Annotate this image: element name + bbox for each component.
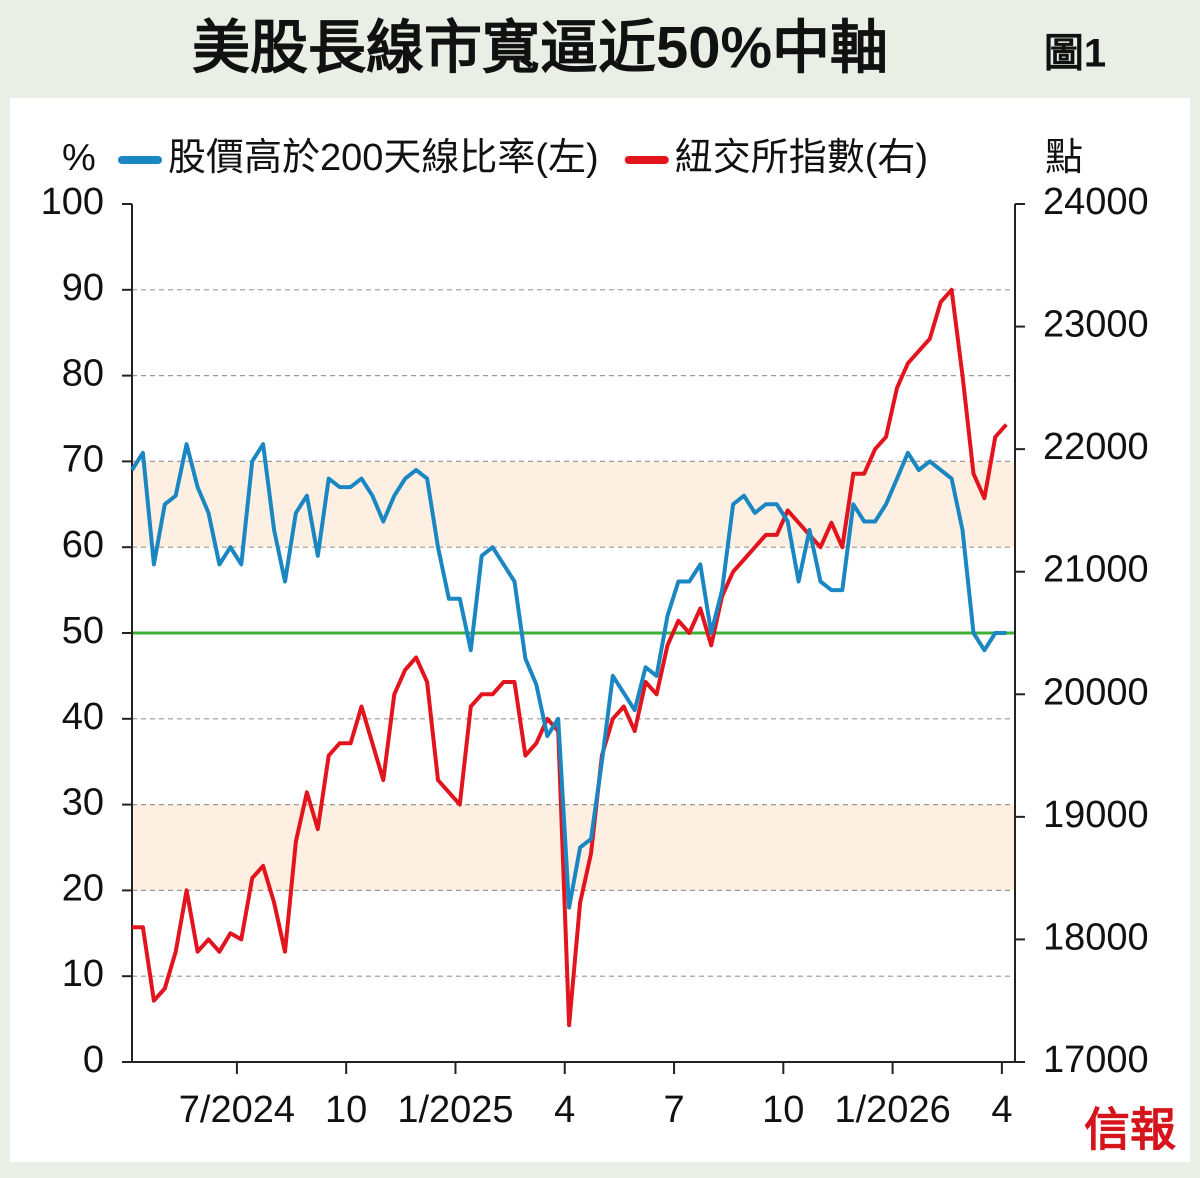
y2-tick-label: 19000 (1043, 794, 1149, 836)
y2-tick-label: 22000 (1043, 426, 1149, 468)
series-line (132, 287, 1008, 1028)
legend-label: 股價高於200天線比率(左) (168, 137, 599, 179)
y-tick-label: 50 (62, 610, 104, 652)
series-line (130, 442, 1007, 910)
x-tick-label: 10 (325, 1089, 367, 1131)
y-tick-label: 100 (41, 181, 104, 223)
y-tick-label: 40 (62, 696, 104, 738)
x-tick-label: 4 (991, 1089, 1012, 1131)
y2-tick-label: 18000 (1043, 916, 1149, 958)
y-tick-label: 60 (62, 524, 104, 566)
y2-tick-label: 21000 (1043, 549, 1149, 591)
y-tick-label: 80 (62, 353, 104, 395)
x-tick-label: 7 (663, 1089, 684, 1131)
y2-tick-label: 17000 (1043, 1039, 1149, 1081)
legend-label: 紐交所指數(右) (675, 137, 928, 179)
y-unit: % (62, 137, 96, 179)
y-tick-label: 70 (62, 438, 104, 480)
y-tick-label: 0 (83, 1039, 104, 1081)
y2-tick-label: 20000 (1043, 671, 1149, 713)
x-tick-label: 10 (762, 1089, 804, 1131)
y-tick-label: 10 (62, 953, 104, 995)
figure-label: 圖1 (1044, 32, 1106, 76)
y2-tick-label: 24000 (1043, 181, 1149, 223)
x-tick-label: 1/2025 (397, 1089, 513, 1131)
y-tick-label: 20 (62, 867, 104, 909)
band (132, 461, 1015, 548)
y-tick-label: 30 (62, 782, 104, 824)
x-tick-label: 1/2026 (834, 1089, 950, 1131)
panel (10, 98, 1190, 1162)
y2-tick-label: 23000 (1043, 304, 1149, 346)
y-tick-label: 90 (62, 267, 104, 309)
source: 信報 (1084, 1105, 1176, 1156)
x-tick-label: 7/2024 (179, 1089, 295, 1131)
chart-title: 美股長線市寬逼近50%中軸 (192, 15, 888, 80)
y2-unit: 點 (1045, 137, 1083, 179)
x-tick-label: 4 (554, 1089, 575, 1131)
